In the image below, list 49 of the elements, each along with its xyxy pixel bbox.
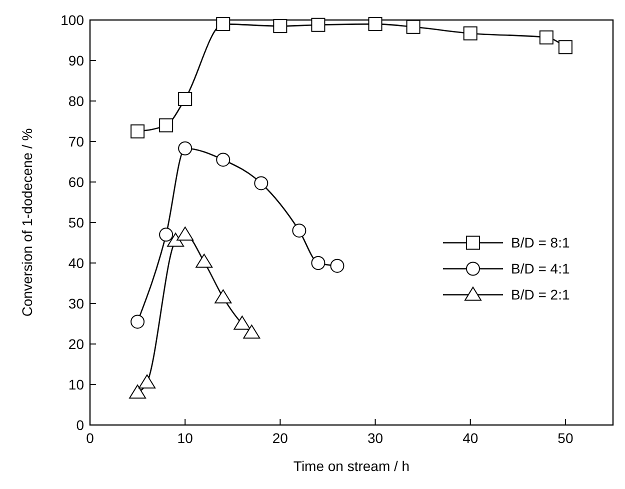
y-tick-label: 0 — [76, 416, 84, 433]
x-axis-title: Time on stream / h — [293, 458, 410, 474]
y-tick-label: 100 — [60, 12, 84, 28]
point — [330, 258, 344, 273]
y-tick-label: 40 — [68, 254, 84, 271]
point — [129, 384, 146, 399]
y-tick-label: 30 — [68, 295, 84, 312]
legend-label: B/D = 2:1 — [511, 286, 570, 303]
point — [130, 314, 145, 329]
point — [178, 141, 192, 156]
point — [311, 256, 326, 270]
point — [138, 374, 156, 388]
point — [463, 26, 478, 40]
y-axis-title: Conversion of 1-dodecene / % — [19, 128, 35, 317]
y-tick-label: 20 — [68, 336, 84, 352]
point — [292, 224, 306, 238]
point — [159, 228, 174, 242]
point — [178, 92, 192, 106]
point — [273, 19, 288, 34]
point — [167, 232, 184, 247]
point — [176, 226, 194, 241]
y-tick-label: 90 — [68, 52, 84, 68]
point — [558, 40, 572, 54]
x-tick-label: 10 — [177, 430, 194, 446]
x-tick-label: 20 — [272, 430, 288, 446]
point — [159, 118, 174, 132]
legend-label: B/D = 4:1 — [511, 260, 570, 277]
point — [216, 17, 230, 32]
y-tick-label: 80 — [68, 92, 84, 109]
x-tick-label: 30 — [367, 430, 384, 446]
y-tick-label: 60 — [68, 174, 84, 190]
point — [216, 152, 230, 167]
y-tick-label: 70 — [68, 133, 84, 150]
y-tick-label: 10 — [68, 376, 84, 392]
point — [130, 124, 145, 138]
point — [311, 18, 326, 32]
point — [196, 254, 213, 268]
point — [406, 20, 420, 34]
legend-label: B/D = 8:1 — [511, 234, 570, 251]
x-tick-label: 40 — [462, 430, 478, 446]
point — [368, 17, 382, 32]
x-tick-label: 50 — [558, 430, 574, 446]
point — [234, 316, 251, 330]
point — [214, 289, 232, 304]
point — [254, 176, 268, 190]
point — [243, 324, 260, 339]
point — [539, 30, 554, 44]
x-tick-label: 0 — [86, 430, 94, 446]
y-tick-label: 50 — [68, 214, 84, 230]
